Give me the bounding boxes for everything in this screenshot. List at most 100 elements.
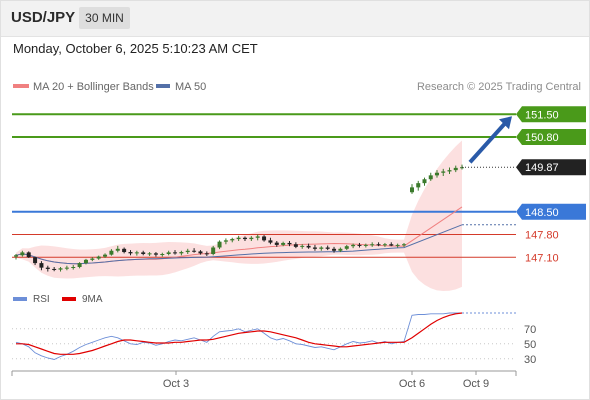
candle-body xyxy=(90,258,95,260)
rsi-tick-50: 50 xyxy=(524,339,536,351)
candle-body xyxy=(287,242,292,245)
rsi-tick-30: 30 xyxy=(524,354,536,366)
candle-body xyxy=(141,252,146,254)
candle-body xyxy=(351,244,356,247)
candle-body xyxy=(198,251,203,254)
candle-body xyxy=(268,240,273,243)
candle-body xyxy=(217,241,222,248)
candle-body xyxy=(332,248,337,251)
rsi-legend-swatch xyxy=(13,297,27,301)
candle-body xyxy=(20,252,25,256)
candle-body xyxy=(236,237,241,240)
candle-body xyxy=(249,237,254,240)
candle-body xyxy=(370,244,375,246)
candle-body xyxy=(223,240,228,242)
candle-body xyxy=(109,250,114,255)
x-tick-label: Oct 9 xyxy=(463,378,489,390)
candle-body xyxy=(96,256,101,259)
candle-body xyxy=(306,245,311,248)
timestamp: Monday, October 6, 2025 5:10:23 AM CET xyxy=(13,41,258,56)
x-tick-label: Oct 3 xyxy=(163,378,189,390)
rsi-ma-legend-swatch xyxy=(62,297,76,301)
candle-body xyxy=(453,167,458,171)
candle-body xyxy=(255,236,260,238)
chart-legend: MA 20 + Bollinger Bands MA 50 Research ©… xyxy=(13,81,581,93)
ma50-line xyxy=(15,224,463,265)
level-label-147.10: 147.10 xyxy=(525,252,559,264)
candle-body xyxy=(447,170,452,172)
candle-body xyxy=(211,247,216,254)
candle-body xyxy=(204,253,209,255)
candle-body xyxy=(300,245,305,247)
x-tick-label: Oct 6 xyxy=(399,378,425,390)
candle-body xyxy=(134,252,139,254)
rsi-panel: 30 50 70 xyxy=(12,312,536,366)
candle-body xyxy=(262,236,267,241)
candle-body xyxy=(376,244,381,246)
candle-body xyxy=(179,252,184,254)
rsi-tick-70: 70 xyxy=(524,324,536,336)
candle-body xyxy=(428,175,433,180)
candle-body xyxy=(153,253,158,255)
candle-body xyxy=(33,257,38,264)
x-axis: Oct 3 Oct 6 Oct 9 xyxy=(11,370,517,390)
candle-body xyxy=(14,255,18,257)
candle-body xyxy=(312,247,317,249)
candle-body xyxy=(389,244,394,246)
forecast-arrow-head xyxy=(499,116,512,130)
candle-body xyxy=(147,253,152,255)
rsi-series-9MA xyxy=(16,312,463,355)
ma20-legend-swatch xyxy=(13,84,29,88)
candle-body xyxy=(242,237,247,240)
credit-label: Research © 2025 Trading Central xyxy=(417,81,581,93)
candle-body xyxy=(363,244,368,246)
level-label-148.50: 148.50 xyxy=(525,207,559,219)
candle-body xyxy=(83,259,88,264)
candle-body xyxy=(115,248,120,251)
level-tag-151.50 xyxy=(516,106,586,123)
candle-body xyxy=(185,250,190,253)
candle-body xyxy=(281,242,286,245)
rsi-ma-legend-label: 9MA xyxy=(82,294,103,305)
bollinger-band-area xyxy=(16,140,462,291)
candle-body xyxy=(64,267,69,269)
candle-body xyxy=(422,179,427,184)
candle-body xyxy=(122,248,127,253)
candle-body xyxy=(293,244,298,247)
candle-body xyxy=(58,268,63,270)
current-price-label: 149.87 xyxy=(525,162,559,174)
ma50-legend-swatch xyxy=(156,84,170,88)
candle-body xyxy=(441,171,446,173)
candle-body xyxy=(319,247,324,249)
candle-body xyxy=(357,244,362,246)
forecast-arrow xyxy=(468,116,512,164)
candle-body xyxy=(45,267,50,269)
candle-body xyxy=(416,183,421,188)
candle-body xyxy=(274,242,279,245)
candle-body xyxy=(39,263,44,268)
level-label-151.50: 151.50 xyxy=(525,109,559,121)
current-price-tag xyxy=(516,159,586,176)
symbol-title: USD/JPY xyxy=(11,9,76,26)
level-tag-150.80 xyxy=(516,129,586,145)
ma20-legend-label: MA 20 + Bollinger Bands xyxy=(33,81,154,93)
timeframe-badge[interactable]: 30 MIN xyxy=(79,7,130,29)
level-label-147.80: 147.80 xyxy=(525,230,559,242)
price-levels xyxy=(12,113,516,258)
candle-body xyxy=(230,239,235,241)
ma50-legend-label: MA 50 xyxy=(175,81,206,93)
bollinger-band xyxy=(16,140,462,291)
candle-body xyxy=(77,263,82,267)
price-labels: 151.50 150.80 148.50 147.80 147.10 149.87 xyxy=(516,106,586,264)
candle-body xyxy=(435,172,439,176)
candle-body xyxy=(325,247,330,249)
candle-body xyxy=(103,254,108,257)
candle-body xyxy=(173,252,178,254)
candle-body xyxy=(71,267,76,268)
candle-body xyxy=(382,244,387,246)
rsi-legend: RSI 9MA xyxy=(13,294,103,305)
candle-body xyxy=(410,187,414,193)
candle-body xyxy=(344,246,349,249)
candle-body xyxy=(192,250,197,252)
